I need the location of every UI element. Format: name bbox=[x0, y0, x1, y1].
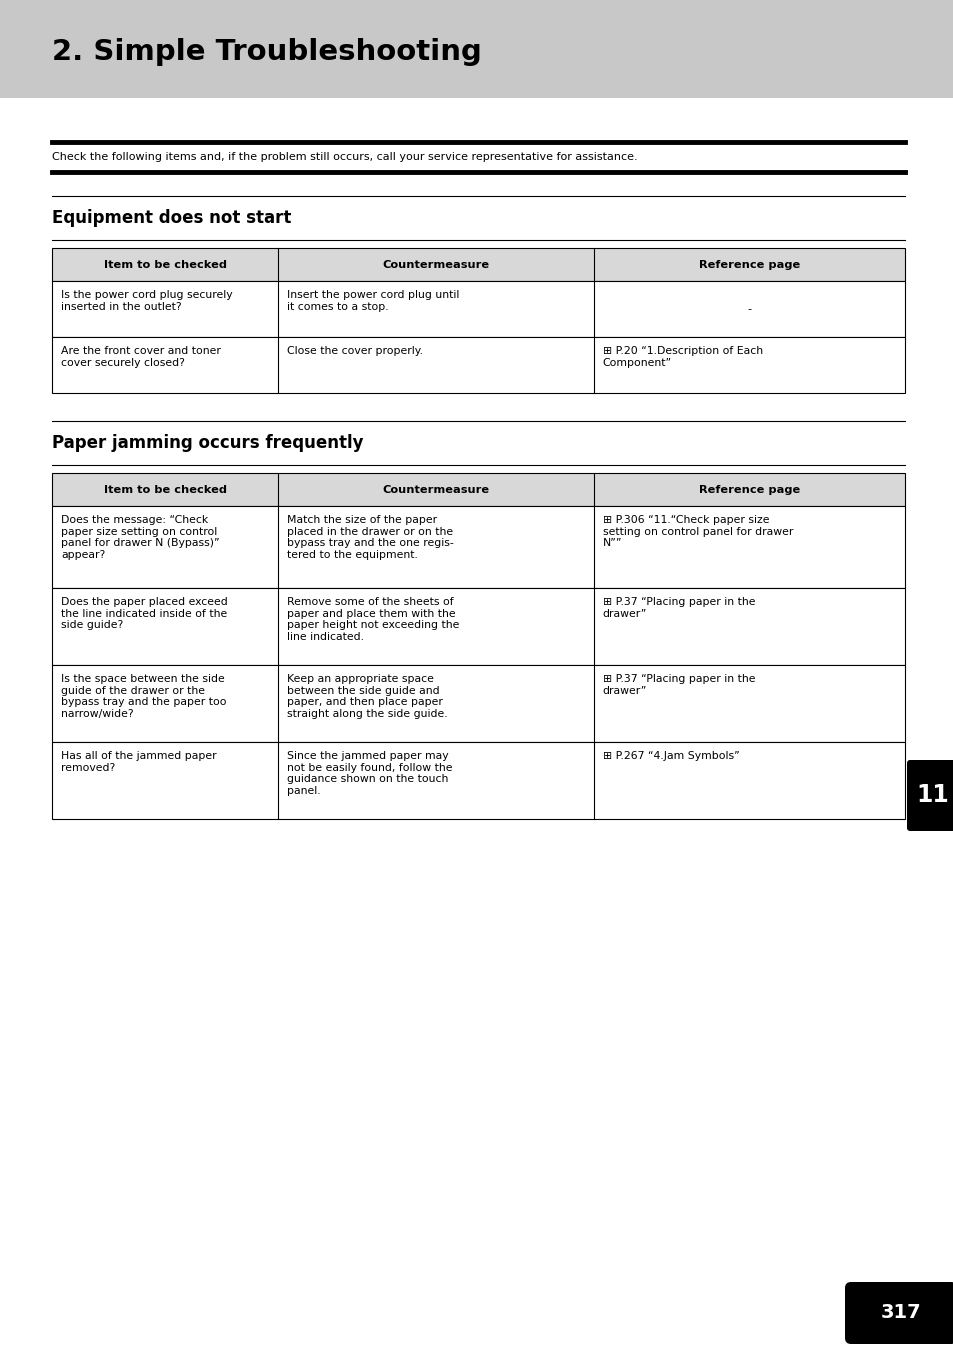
Bar bbox=[52, 280, 904, 337]
Text: Match the size of the paper
placed in the drawer or on the
bypass tray and the o: Match the size of the paper placed in th… bbox=[287, 515, 454, 559]
Bar bbox=[52, 506, 904, 588]
Text: ⊞ P.267 “4.Jam Symbols”: ⊞ P.267 “4.Jam Symbols” bbox=[602, 751, 739, 762]
Text: Remove some of the sheets of
paper and place them with the
paper height not exce: Remove some of the sheets of paper and p… bbox=[287, 597, 459, 642]
Text: Has all of the jammed paper
removed?: Has all of the jammed paper removed? bbox=[61, 751, 216, 772]
Text: ⊞ P.37 “Placing paper in the
drawer”: ⊞ P.37 “Placing paper in the drawer” bbox=[602, 597, 755, 619]
FancyBboxPatch shape bbox=[906, 760, 953, 830]
Bar bbox=[52, 337, 904, 394]
Bar bbox=[52, 248, 904, 280]
Text: ⊞ P.20 “1.Description of Each
Component”: ⊞ P.20 “1.Description of Each Component” bbox=[602, 346, 762, 368]
Text: Since the jammed paper may
not be easily found, follow the
guidance shown on the: Since the jammed paper may not be easily… bbox=[287, 751, 452, 795]
Text: 11: 11 bbox=[916, 783, 948, 807]
Text: Check the following items and, if the problem still occurs, call your service re: Check the following items and, if the pr… bbox=[52, 152, 637, 162]
Text: Equipment does not start: Equipment does not start bbox=[52, 209, 291, 226]
Bar bbox=[52, 473, 904, 506]
Text: ⊞ P.306 “11.“Check paper size
setting on control panel for drawer
N””: ⊞ P.306 “11.“Check paper size setting on… bbox=[602, 515, 792, 549]
Text: Is the space between the side
guide of the drawer or the
bypass tray and the pap: Is the space between the side guide of t… bbox=[61, 674, 226, 718]
Text: Reference page: Reference page bbox=[698, 484, 800, 495]
Bar bbox=[0, 0, 953, 98]
Bar bbox=[52, 665, 904, 741]
Text: Is the power cord plug securely
inserted in the outlet?: Is the power cord plug securely inserted… bbox=[61, 290, 233, 311]
Text: Does the paper placed exceed
the line indicated inside of the
side guide?: Does the paper placed exceed the line in… bbox=[61, 597, 228, 631]
Text: Close the cover properly.: Close the cover properly. bbox=[287, 346, 422, 356]
Text: Countermeasure: Countermeasure bbox=[382, 260, 489, 270]
Text: -: - bbox=[746, 305, 751, 314]
Text: Does the message: “Check
paper size setting on control
panel for drawer N (Bypas: Does the message: “Check paper size sett… bbox=[61, 515, 219, 559]
FancyBboxPatch shape bbox=[844, 1282, 953, 1344]
Text: Reference page: Reference page bbox=[698, 260, 800, 270]
Text: Keep an appropriate space
between the side guide and
paper, and then place paper: Keep an appropriate space between the si… bbox=[287, 674, 447, 718]
Text: Are the front cover and toner
cover securely closed?: Are the front cover and toner cover secu… bbox=[61, 346, 221, 368]
Text: Paper jamming occurs frequently: Paper jamming occurs frequently bbox=[52, 434, 363, 452]
Bar bbox=[52, 741, 904, 820]
Text: 317: 317 bbox=[880, 1304, 921, 1322]
Text: ⊞ P.37 “Placing paper in the
drawer”: ⊞ P.37 “Placing paper in the drawer” bbox=[602, 674, 755, 696]
Text: Insert the power cord plug until
it comes to a stop.: Insert the power cord plug until it come… bbox=[287, 290, 459, 311]
Text: Item to be checked: Item to be checked bbox=[104, 260, 226, 270]
Text: 2. Simple Troubleshooting: 2. Simple Troubleshooting bbox=[52, 38, 481, 66]
Bar bbox=[52, 588, 904, 665]
Text: Item to be checked: Item to be checked bbox=[104, 484, 226, 495]
Text: Countermeasure: Countermeasure bbox=[382, 484, 489, 495]
